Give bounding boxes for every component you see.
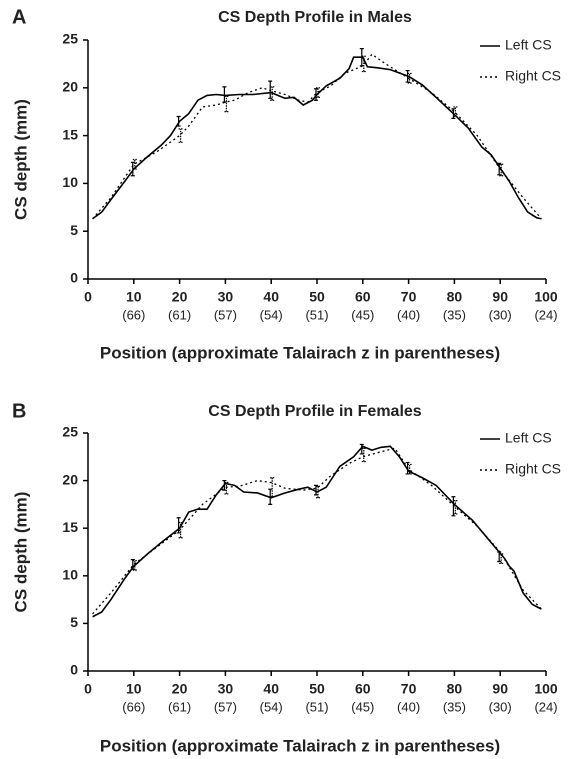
error-bar (314, 484, 318, 496)
legend-label: Right CS (505, 461, 561, 477)
x-tick-label: 10 (126, 289, 142, 305)
x-tick-sublabel: (40) (397, 699, 420, 714)
error-bar (178, 128, 183, 143)
y-tick-label: 15 (62, 126, 78, 142)
x-tick-label: 0 (84, 681, 92, 697)
x-axis-title: Position (approximate Talairach z in par… (100, 736, 500, 755)
error-bar (316, 485, 320, 499)
x-tick-sublabel: (24) (534, 699, 557, 714)
y-tick-label: 25 (62, 424, 78, 440)
error-bar (178, 521, 183, 539)
error-bar (407, 72, 412, 84)
error-bar (361, 55, 366, 73)
x-tick-label: 100 (534, 289, 558, 305)
error-bar (132, 559, 137, 571)
error-bar (407, 463, 412, 475)
x-tick-label: 30 (218, 681, 234, 697)
error-bar (497, 162, 502, 176)
y-axis-title: CS depth (mm) (11, 492, 30, 613)
error-bar (405, 69, 410, 83)
chart-title: CS Depth Profile in Males (218, 9, 412, 26)
error-bar (499, 163, 504, 177)
x-tick-sublabel: (35) (443, 699, 466, 714)
error-bar (270, 86, 275, 101)
x-tick-sublabel: (54) (260, 307, 283, 322)
x-tick-label: 50 (309, 289, 325, 305)
series-line (92, 56, 542, 220)
y-tick-label: 0 (70, 662, 78, 678)
error-bar (499, 553, 504, 565)
y-axis-title: CS depth (mm) (11, 99, 30, 220)
legend-label: Right CS (505, 68, 561, 84)
x-tick-sublabel: (30) (489, 307, 512, 322)
chart-title: CS Depth Profile in Females (208, 403, 421, 420)
x-tick-sublabel: (51) (305, 699, 328, 714)
x-tick-label: 90 (492, 289, 508, 305)
x-tick-sublabel: (61) (168, 699, 191, 714)
error-bar (224, 95, 229, 113)
x-tick-sublabel: (51) (305, 307, 328, 322)
x-tick-sublabel: (57) (214, 699, 237, 714)
error-bar (361, 447, 366, 463)
error-bar (224, 481, 229, 495)
error-bar (132, 158, 137, 170)
x-tick-sublabel: (66) (122, 307, 145, 322)
error-bar (359, 443, 364, 455)
x-tick-label: 80 (447, 289, 463, 305)
x-tick-label: 40 (263, 289, 279, 305)
x-tick-sublabel: (35) (443, 307, 466, 322)
x-tick-label: 100 (534, 681, 558, 697)
error-bar (176, 115, 181, 127)
x-tick-sublabel: (40) (397, 307, 420, 322)
error-bar (130, 559, 135, 570)
x-tick-sublabel: (30) (489, 699, 512, 714)
error-bar (451, 496, 456, 517)
x-axis-title: Position (approximate Talairach z in par… (100, 343, 500, 362)
x-tick-label: 40 (263, 681, 279, 697)
y-tick-label: 10 (62, 174, 78, 190)
legend-label: Left CS (505, 37, 552, 53)
y-tick-label: 15 (62, 519, 78, 535)
error-bar (316, 87, 320, 98)
y-tick-label: 20 (62, 79, 78, 95)
x-tick-label: 90 (492, 681, 508, 697)
y-tick-label: 10 (62, 567, 78, 583)
x-tick-sublabel: (45) (351, 699, 374, 714)
x-tick-sublabel: (54) (260, 699, 283, 714)
x-tick-label: 70 (401, 681, 417, 697)
error-bar (453, 106, 458, 118)
error-bar (453, 499, 458, 515)
panel-label: A (12, 6, 26, 28)
series-line (92, 53, 542, 220)
x-tick-label: 70 (401, 289, 417, 305)
series-line (92, 447, 542, 615)
y-tick-label: 5 (70, 222, 78, 238)
legend-label: Left CS (505, 430, 552, 446)
x-tick-label: 20 (172, 681, 188, 697)
x-tick-label: 60 (355, 289, 371, 305)
y-tick-label: 5 (70, 614, 78, 630)
x-tick-label: 0 (84, 289, 92, 305)
x-tick-label: 30 (218, 289, 234, 305)
y-tick-label: 0 (70, 270, 78, 286)
x-tick-label: 20 (172, 289, 188, 305)
x-tick-sublabel: (24) (534, 307, 557, 322)
y-tick-label: 20 (62, 471, 78, 487)
error-bar (270, 477, 275, 498)
series-line (92, 445, 542, 618)
y-tick-label: 25 (62, 31, 78, 47)
x-tick-sublabel: (66) (122, 699, 145, 714)
x-tick-label: 60 (355, 681, 371, 697)
x-tick-label: 80 (447, 681, 463, 697)
panel-label: B (12, 400, 26, 422)
x-tick-label: 10 (126, 681, 142, 697)
x-tick-sublabel: (61) (168, 307, 191, 322)
x-tick-sublabel: (57) (214, 307, 237, 322)
x-tick-sublabel: (45) (351, 307, 374, 322)
x-tick-label: 50 (309, 681, 325, 697)
